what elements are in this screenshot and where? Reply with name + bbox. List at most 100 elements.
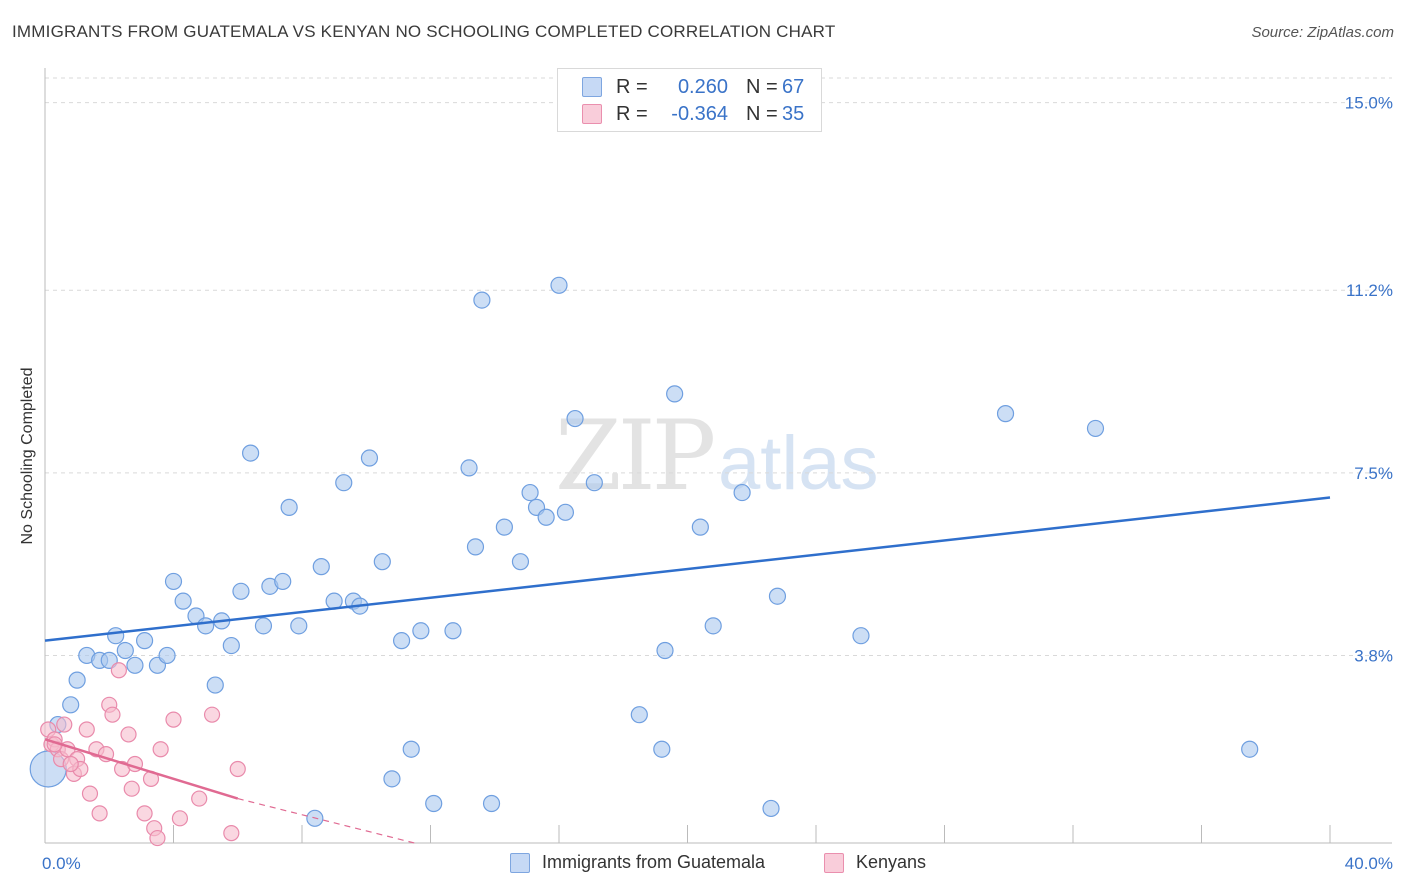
guatemala-point — [656, 641, 674, 660]
legend-row-kenyans: R = -0.364 N = 35 — [558, 100, 804, 128]
kenyan-trend-line — [44, 738, 239, 800]
guatemala-point — [460, 459, 478, 477]
y-tick-label: 11.2% — [1346, 281, 1393, 300]
guatemala-point — [630, 706, 648, 724]
guatemala-point — [653, 740, 671, 758]
kenyan-point — [81, 785, 99, 802]
source-note: Source: ZipAtlas.com — [1251, 24, 1394, 41]
series-legend-kenyans[interactable]: Kenyans — [824, 852, 926, 873]
guatemala-point — [444, 622, 462, 640]
guatemala-point — [537, 508, 555, 526]
kenyan-point — [152, 741, 169, 758]
guatemala-point — [68, 671, 86, 689]
kenyan-point — [104, 706, 121, 723]
legend-row-guatemala: R = 0.260 N = 67 — [558, 73, 804, 101]
guatemala-point — [762, 799, 780, 818]
kenyan-point — [91, 805, 108, 822]
kenyan-point — [62, 755, 79, 773]
guatemala-point — [232, 582, 250, 600]
legend-n-value: 67 — [782, 75, 805, 98]
guatemala-point — [274, 572, 292, 591]
guatemala-point — [996, 405, 1015, 423]
kenyan-point — [123, 780, 140, 797]
legend-r-value: -0.364 — [671, 102, 728, 125]
guatemala-point — [242, 444, 260, 462]
guatemala-point — [62, 696, 80, 714]
kenyan-point — [136, 805, 153, 822]
guatemala-point — [556, 503, 575, 521]
guatemala-point — [768, 587, 787, 605]
legend-n-value: 35 — [782, 102, 805, 125]
kenyan-point — [223, 825, 240, 842]
guatemala-point — [585, 474, 603, 492]
guatemala-point — [733, 483, 751, 502]
guatemala-point — [290, 617, 308, 635]
legend-r-label: R = — [616, 75, 648, 98]
guatemala-point — [495, 518, 513, 536]
series-legend-label: Immigrants from Guatemala — [542, 852, 766, 872]
guatemala-point — [100, 651, 118, 669]
guatemala-point — [158, 646, 176, 665]
y-tick-label: 7.5% — [1354, 464, 1393, 483]
guatemala-point — [666, 385, 684, 403]
guatemala-point — [691, 518, 709, 536]
guatemala-point — [222, 636, 240, 655]
y-tick-label: 3.8% — [1354, 646, 1393, 665]
guatemala-point — [852, 627, 870, 645]
guatemala-point — [107, 627, 125, 645]
guatemala-point — [402, 740, 420, 758]
guatemala-point — [280, 498, 298, 516]
series-legend-guatemala[interactable]: Immigrants from Guatemala — [510, 852, 765, 873]
kenyan-trend-extension — [237, 797, 415, 844]
legend-swatch-pink — [582, 104, 602, 124]
kenyan-point — [191, 790, 208, 807]
kenyan-point — [203, 706, 221, 723]
guatemala-point — [312, 558, 330, 576]
x-tick-label: 40.0% — [1345, 854, 1393, 873]
guatemala-point — [373, 553, 391, 571]
guatemala-point — [197, 617, 215, 635]
guatemala-point — [473, 291, 491, 309]
legend-swatch-blue — [510, 852, 530, 873]
guatemala-point — [511, 553, 530, 571]
kenyan-point — [120, 726, 137, 743]
legend-r-label: R = — [616, 102, 648, 125]
guatemala-point — [206, 676, 224, 694]
guatemala-point — [412, 622, 430, 640]
guatemala-point — [254, 617, 273, 635]
guatemala-point — [1241, 740, 1259, 758]
guatemala-point — [383, 770, 401, 788]
kenyan-point — [229, 760, 246, 778]
guatemala-trend-line — [44, 496, 1331, 642]
legend-n-label: N = — [746, 102, 778, 125]
guatemala-point — [425, 794, 443, 813]
correlation-legend: R = 0.260 N = 67 R = -0.364 N = 35 — [557, 68, 822, 132]
guatemala-point — [466, 538, 485, 556]
legend-swatch-pink — [824, 852, 844, 873]
guatemala-point — [550, 276, 568, 294]
guatemala-point — [521, 483, 539, 502]
kenyan-point — [56, 716, 73, 733]
guatemala-point — [1086, 419, 1105, 438]
legend-r-value: 0.260 — [677, 75, 728, 98]
kenyan-point — [171, 810, 189, 827]
guatemala-point — [335, 474, 353, 492]
x-tick-label: 0.0% — [42, 854, 81, 873]
guatemala-point — [482, 794, 501, 813]
guatemala-point — [174, 592, 192, 610]
guatemala-point — [392, 632, 411, 650]
guatemala-point — [135, 632, 154, 650]
guatemala-point — [704, 617, 722, 635]
y-tick-label: 15.0% — [1345, 94, 1393, 113]
guatemala-point — [360, 449, 379, 467]
chart-title: IMMIGRANTS FROM GUATEMALA VS KENYAN NO S… — [12, 22, 836, 41]
guatemala-point — [126, 656, 144, 674]
legend-swatch-blue — [582, 77, 602, 97]
series-legend-label: Kenyans — [856, 852, 927, 872]
kenyan-point — [165, 711, 182, 728]
guatemala-point — [116, 641, 134, 660]
guatemala-point — [164, 572, 183, 591]
kenyan-point — [78, 721, 95, 738]
guatemala-point — [566, 409, 584, 428]
